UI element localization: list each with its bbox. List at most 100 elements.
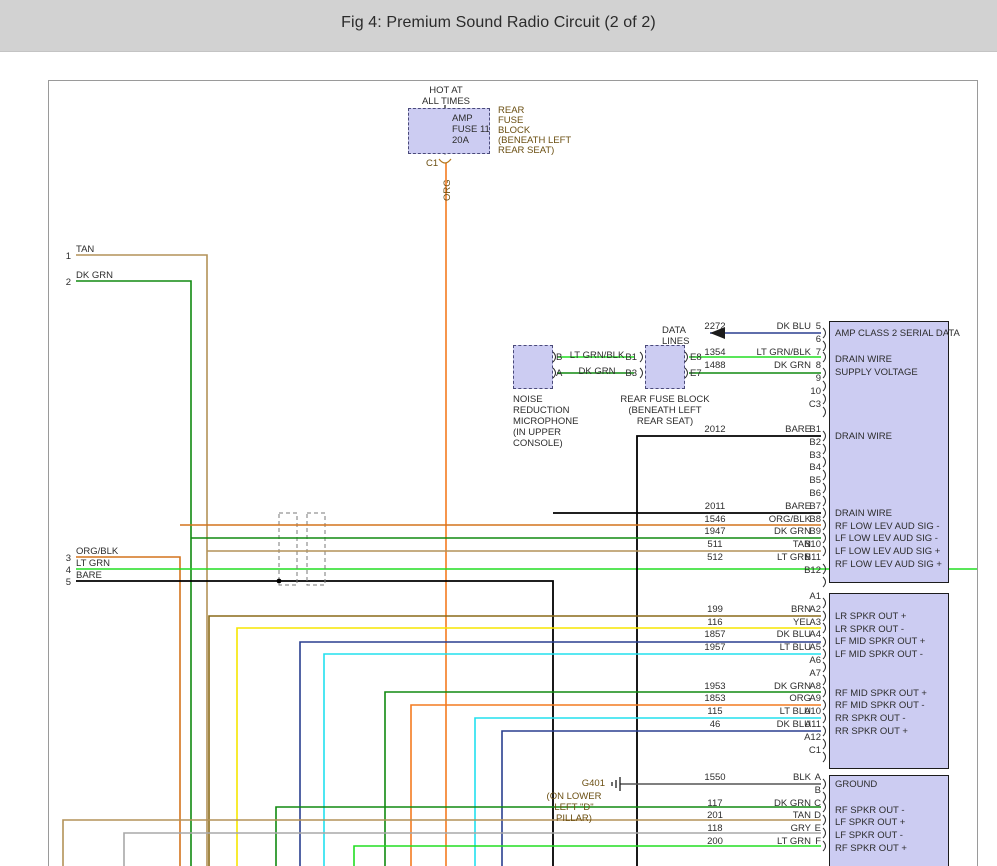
rear-fuse-block-connector[interactable]	[645, 345, 685, 389]
c2-row-D-circuit: 201	[707, 810, 723, 822]
a-row-A7-pin: A7	[809, 667, 821, 679]
amp-fuse-block[interactable]	[408, 108, 490, 154]
b-row-B8-function: RF LOW LEV AUD SIG -	[835, 520, 940, 532]
amplifier-block-upper[interactable]	[829, 321, 949, 583]
left-pin-5-num: 5	[65, 577, 71, 588]
a-row-A3-color: YEL	[793, 616, 811, 628]
left-pin-2-num: 2	[65, 277, 71, 288]
b-row-B10-pin: B10	[804, 539, 821, 551]
a-row-A12-pin: A12	[804, 731, 821, 743]
c2-row-D-function: LF SPKR OUT +	[835, 817, 906, 829]
shield-box-left	[278, 512, 298, 586]
a-row-A3-function: LR SPKR OUT -	[835, 623, 904, 635]
c2-row-E-function: LF SPKR OUT -	[835, 830, 903, 842]
page-title: Fig 4: Premium Sound Radio Circuit (2 of…	[341, 14, 656, 31]
a-row-A8-color: DK GRN	[774, 680, 811, 692]
c2-row-A-pin: A	[814, 772, 821, 783]
left-pin-4-color: LT GRN	[76, 558, 110, 569]
a-row-A3-pin: A3	[809, 616, 821, 628]
left-pin-3-color: ORG/BLK	[76, 546, 119, 557]
b-row-B10-color: TAN	[792, 539, 811, 551]
a-row-A4-color: DK BLU	[776, 629, 811, 641]
rear-fuse-block-line1: REAR	[498, 105, 525, 116]
c2-row-F-function: RF SPKR OUT +	[835, 843, 907, 854]
mic-label-line3: MICROPHONE	[513, 416, 579, 427]
b-row-B7-color: BARE	[785, 500, 811, 512]
a-row-A11-function: RR SPKR OUT +	[835, 726, 908, 737]
mic-label-line4: (IN UPPER	[513, 427, 562, 438]
rear-fuse-block-line3: BLOCK	[498, 125, 531, 136]
wire-orgblk-pin3	[76, 556, 181, 866]
left-pin-1-color: TAN	[76, 244, 95, 255]
b-row-B10-circuit: 511	[707, 539, 723, 551]
amplifier-block-lower[interactable]	[829, 775, 949, 866]
b-row-B1-color: BARE	[785, 424, 811, 435]
c3-row-7-color: LT GRN/BLK	[756, 347, 811, 358]
b-row-B4-pin: B4	[809, 462, 821, 474]
fuse-name-line2: FUSE 11	[452, 124, 490, 135]
b-row-B9-pin: B9	[809, 526, 821, 538]
hot-at-label-line1: HOT AT	[429, 85, 463, 96]
mic-label-line1: NOISE	[513, 394, 543, 405]
amp-pin-braces	[822, 327, 826, 852]
mic-pin-b: B	[556, 352, 563, 363]
rfb-label-line3: REAR SEAT)	[636, 416, 694, 427]
mic-wire-a-color: DK GRN	[578, 366, 616, 377]
rfb-label-line2: (BENEATH LEFT	[628, 405, 702, 416]
a-row-A11-pin: A11	[804, 719, 821, 730]
a-row-A5-color: LT BLU	[779, 642, 811, 654]
rfb-label-line1: REAR FUSE BLOCK	[620, 394, 710, 405]
b-row-B7-circuit: 2011	[704, 500, 726, 512]
b-row-B9-circuit: 1947	[704, 526, 726, 538]
connector-c1-label: C1	[426, 158, 439, 169]
c3-row-C3-pin: C3	[808, 399, 821, 410]
amplifier-block-middle[interactable]	[829, 593, 949, 769]
b-row-B12-pin: B12	[804, 564, 821, 576]
a-row-A10-color: LT BLU	[779, 706, 811, 718]
b-row-B3-pin: B3	[809, 449, 821, 461]
a-row-A3-circuit: 116	[707, 616, 723, 628]
rear-fuse-block-line4: (BENEATH LEFT	[498, 135, 572, 146]
rfb-left-pin-top: B1	[625, 352, 637, 363]
title-bar: Fig 4: Premium Sound Radio Circuit (2 of…	[0, 0, 997, 52]
c2-row-C-circuit: 117	[707, 797, 723, 809]
mic-label-line5: CONSOLE)	[513, 438, 563, 449]
a-row-A5-circuit: 1957	[704, 642, 726, 654]
fuse-name-line3: 20A	[452, 135, 469, 146]
left-pin-3-num: 3	[65, 553, 71, 564]
c3-row-10-pin: 10	[810, 386, 821, 397]
b-row-B1-pin: B1	[809, 424, 821, 435]
a-row-A1-pin: A1	[809, 591, 821, 602]
b-row-B11-circuit: 512	[707, 552, 723, 563]
ground-loc-line2: LEFT "D"	[554, 802, 594, 813]
left-pin-5-color: BARE	[76, 570, 102, 581]
c3-row-7-circuit: 1354	[704, 347, 726, 358]
hot-at-label-line2: ALL TIMES	[421, 96, 471, 107]
c3-row-8-pin: 8	[815, 360, 821, 371]
a-row-A11-color: DK BLU	[776, 719, 811, 730]
wire-bare-pin5	[76, 580, 554, 866]
noise-reduction-microphone-block[interactable]	[513, 345, 553, 389]
left-pin-2-color: DK GRN	[76, 270, 113, 281]
c2-row-E-circuit: 118	[707, 823, 723, 835]
a-row-A11-circuit: 46	[709, 719, 721, 730]
a-row-A2-function: LR SPKR OUT +	[835, 610, 907, 622]
b-row-B6-pin: B6	[809, 488, 821, 499]
a-row-A6-pin: A6	[809, 655, 821, 666]
a-row-A10-pin: A10	[804, 706, 821, 718]
wire-ltgrn-200	[353, 845, 821, 866]
b-row-B9-function: LF LOW LEV AUD SIG -	[835, 533, 938, 545]
fuse-name-line1: AMP	[452, 113, 473, 124]
c3-row-5-function: AMP CLASS 2 SERIAL DATA	[835, 328, 960, 339]
left-pin-1-num: 1	[65, 251, 71, 262]
c2-row-E-color: GRY	[790, 823, 811, 835]
c2-row-D-color: TAN	[792, 810, 811, 822]
b-row-B8-circuit: 1546	[704, 513, 726, 525]
mic-wire-b-color: LT GRN/BLK	[569, 350, 625, 361]
rfb-left-pin-bot: B3	[625, 368, 637, 379]
c2-row-D-pin: D	[814, 810, 821, 822]
c3-row-5-circuit: 2272	[704, 321, 726, 332]
c3-row-8-circuit: 1488	[704, 360, 726, 371]
c3-row-7-function: DRAIN WIRE	[835, 354, 892, 365]
a-row-A4-circuit: 1857	[704, 629, 726, 641]
